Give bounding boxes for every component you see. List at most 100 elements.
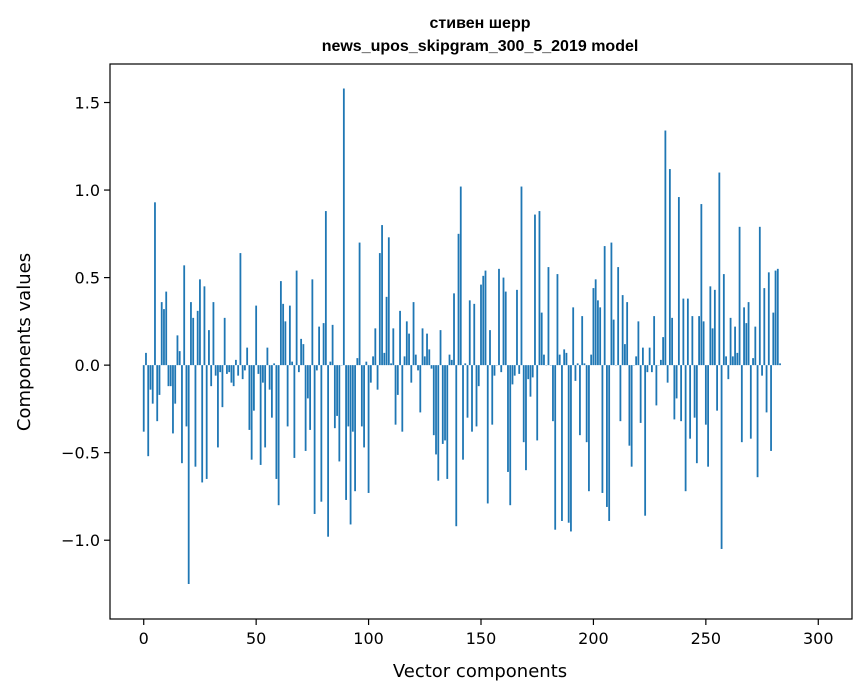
bar — [637, 321, 640, 366]
bar — [540, 312, 543, 366]
y-axis: −1.0 −0.5 0.0 0.5 1.0 1.5 — [61, 94, 110, 550]
x-tick-label: 250 — [691, 629, 722, 648]
bar — [349, 365, 352, 525]
bar — [199, 279, 201, 366]
bar — [774, 270, 777, 366]
bar — [462, 365, 464, 460]
bar — [187, 365, 190, 584]
bar — [405, 321, 408, 366]
bar — [284, 321, 287, 366]
bar — [659, 359, 662, 366]
bar — [675, 365, 678, 399]
bar — [698, 316, 701, 366]
bar — [419, 365, 422, 413]
bar — [297, 365, 300, 373]
y-axis-label: Components values — [14, 253, 35, 431]
bar — [650, 365, 653, 373]
bar — [165, 291, 168, 366]
bar — [408, 333, 410, 366]
bar — [749, 365, 752, 439]
bar — [567, 365, 570, 523]
bar — [734, 326, 736, 366]
bar — [619, 365, 622, 422]
bar — [208, 330, 210, 366]
bar — [680, 365, 683, 422]
bar — [279, 281, 282, 366]
bar — [547, 267, 550, 366]
bar — [727, 365, 730, 380]
bar — [655, 365, 658, 406]
bar — [387, 237, 390, 366]
bar — [293, 365, 296, 458]
bar — [507, 365, 509, 472]
bar — [327, 365, 330, 537]
bar — [527, 365, 530, 380]
bar — [556, 274, 559, 366]
bar — [725, 356, 727, 366]
bar — [597, 300, 599, 366]
bar — [738, 226, 741, 366]
bar — [306, 365, 309, 399]
bar — [253, 365, 255, 411]
bar — [228, 365, 231, 373]
bar — [441, 365, 444, 444]
bar — [401, 365, 404, 432]
bar — [435, 365, 437, 455]
bar — [682, 298, 685, 366]
bar — [707, 365, 709, 467]
bar — [430, 365, 433, 369]
bar — [235, 359, 237, 366]
bar — [378, 253, 381, 366]
bar — [302, 344, 305, 366]
bar — [342, 88, 345, 366]
bar — [756, 365, 759, 478]
bar — [369, 365, 372, 383]
bar — [194, 365, 197, 467]
bar — [531, 365, 534, 378]
bar — [779, 363, 781, 366]
bar — [403, 356, 406, 366]
bar — [351, 365, 354, 432]
bar — [776, 268, 779, 366]
bar — [522, 365, 525, 443]
bar — [473, 303, 476, 366]
bar — [347, 365, 350, 427]
bar — [392, 328, 395, 366]
bar — [664, 130, 667, 366]
bar — [363, 365, 365, 448]
bar — [695, 365, 698, 464]
bar — [448, 354, 451, 366]
y-tick-label: 1.0 — [75, 181, 100, 200]
bar — [219, 365, 222, 373]
bar — [588, 365, 590, 492]
bar — [237, 365, 240, 376]
bar — [160, 302, 163, 366]
bar — [345, 365, 347, 500]
bar — [691, 316, 694, 366]
bar — [486, 365, 489, 504]
bar — [713, 289, 716, 366]
bar — [214, 365, 217, 376]
bar — [412, 302, 415, 366]
chart-title: стивен шерр — [430, 15, 531, 32]
bar — [244, 365, 246, 371]
bar — [190, 302, 192, 366]
bar — [248, 365, 251, 430]
bar — [313, 365, 316, 514]
bar — [758, 226, 761, 366]
bar — [504, 291, 507, 366]
bar — [761, 365, 763, 376]
bar — [518, 365, 521, 374]
bar — [491, 365, 494, 425]
bar — [372, 356, 374, 366]
bar — [686, 298, 689, 366]
bar — [230, 365, 233, 383]
bar — [428, 349, 431, 366]
bar — [603, 246, 606, 366]
bar — [709, 286, 712, 366]
bar — [704, 365, 707, 425]
bar — [201, 365, 204, 483]
bar — [423, 356, 426, 366]
bar — [315, 365, 318, 371]
bar — [358, 242, 361, 366]
